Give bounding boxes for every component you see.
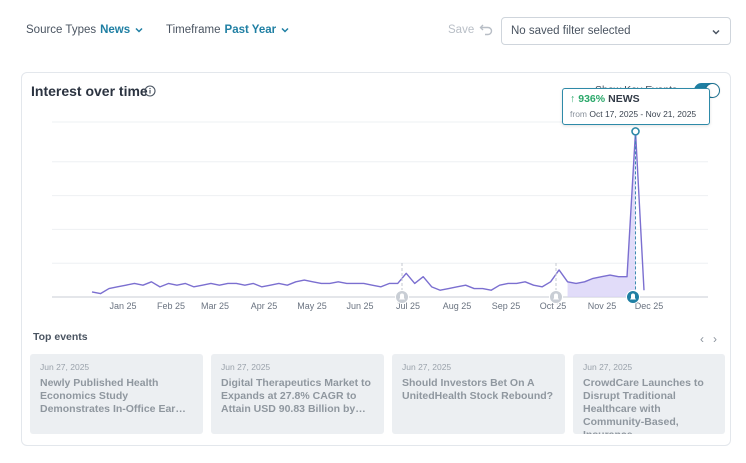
tooltip-from-label: from: [570, 109, 587, 119]
x-tick-label: Jul 25: [396, 301, 420, 311]
events-pager: ‹ ›: [700, 332, 717, 346]
source-types-label: Source Types: [26, 24, 97, 36]
saved-filter-select[interactable]: No saved filter selected: [501, 17, 731, 45]
x-tick-label: Mar 25: [201, 301, 229, 311]
chevron-right-icon[interactable]: ›: [713, 332, 717, 346]
x-tick-label: Feb 25: [157, 301, 185, 311]
top-events-label: Top events: [33, 331, 88, 343]
x-tick-label: Jan 25: [109, 301, 136, 311]
event-date: Jun 27, 2025: [221, 362, 271, 372]
peak-point: [631, 127, 640, 136]
event-headline: Should Investors Bet On A UnitedHealth S…: [402, 377, 554, 402]
card-title: Interest over time: [31, 83, 148, 99]
event-card[interactable]: Jun 27, 2025 Digital Therapeutics Market…: [211, 354, 384, 434]
event-headline: Digital Therapeutics Market to Expands a…: [221, 377, 371, 415]
bell-icon: [630, 293, 636, 300]
x-tick-label: Jun 25: [346, 301, 373, 311]
tooltip-percent: 936%: [578, 93, 606, 105]
timeframe-value: Past Year: [224, 24, 277, 36]
series-line-news: [91, 130, 645, 295]
x-tick-label: Sep 25: [492, 301, 521, 311]
x-tick-label: May 25: [297, 301, 327, 311]
tooltip-source: NEWS: [608, 93, 640, 105]
tooltip-range: Oct 17, 2025 - Nov 21, 2025: [589, 109, 697, 119]
chart-grid: [52, 121, 708, 298]
chevron-down-icon: [135, 27, 143, 33]
chart-tooltip: ↑ 936% NEWS from Oct 17, 2025 - Nov 21, …: [562, 88, 710, 125]
interest-over-time-card: Interest over time Show Key Events Jan 2…: [21, 72, 731, 446]
x-tick-label: Apr 25: [251, 301, 278, 311]
event-date: Jun 27, 2025: [583, 362, 633, 372]
saved-filter-value: No saved filter selected: [511, 25, 631, 37]
x-tick-label: Nov 25: [588, 301, 617, 311]
timeframe-label: Timeframe: [166, 24, 221, 36]
event-date: Jun 27, 2025: [40, 362, 90, 372]
x-axis-ticks: Jan 25 Feb 25 Mar 25 Apr 25 May 25 Jun 25 Jul …: [109, 301, 663, 311]
timeframe-filter[interactable]: Timeframe Past Year: [166, 24, 290, 36]
interest-chart: Jan 25 Feb 25 Mar 25 Apr 25 May 25 Jun 25 Jul …: [52, 121, 708, 311]
highlight-area: [567, 131, 636, 297]
chevron-left-icon[interactable]: ‹: [700, 332, 704, 346]
event-card[interactable]: Jun 27, 2025 CrowdCare Launches to Disru…: [573, 354, 725, 434]
info-icon[interactable]: [144, 85, 156, 97]
save-button[interactable]: Save: [448, 24, 475, 36]
chevron-down-icon: [281, 27, 289, 33]
chevron-down-icon: [712, 29, 720, 35]
chart-line: [91, 127, 645, 297]
source-types-value: News: [100, 24, 131, 36]
tooltip-arrow-up-icon: ↑: [570, 93, 576, 105]
source-types-filter[interactable]: Source Types News: [26, 24, 144, 36]
event-date: Jun 27, 2025: [402, 362, 452, 372]
filter-bar: Source Types News Timeframe Past Year Sa…: [0, 0, 746, 62]
event-headline: CrowdCare Launches to Disrupt Traditiona…: [583, 377, 704, 434]
event-headline: Newly Published Health Economics Study D…: [40, 377, 186, 415]
bell-icon: [553, 293, 559, 300]
key-event-markers: [395, 263, 640, 304]
bell-icon: [399, 293, 405, 300]
x-tick-label: Dec 25: [635, 301, 664, 311]
chart-highlight-area: [567, 131, 636, 297]
event-card[interactable]: Jun 27, 2025 Should Investors Bet On A U…: [392, 354, 565, 434]
x-tick-label: Oct 25: [540, 301, 567, 311]
event-card[interactable]: Jun 27, 2025 Newly Published Health Econ…: [30, 354, 203, 434]
x-tick-label: Aug 25: [443, 301, 472, 311]
undo-icon[interactable]: [479, 22, 494, 37]
